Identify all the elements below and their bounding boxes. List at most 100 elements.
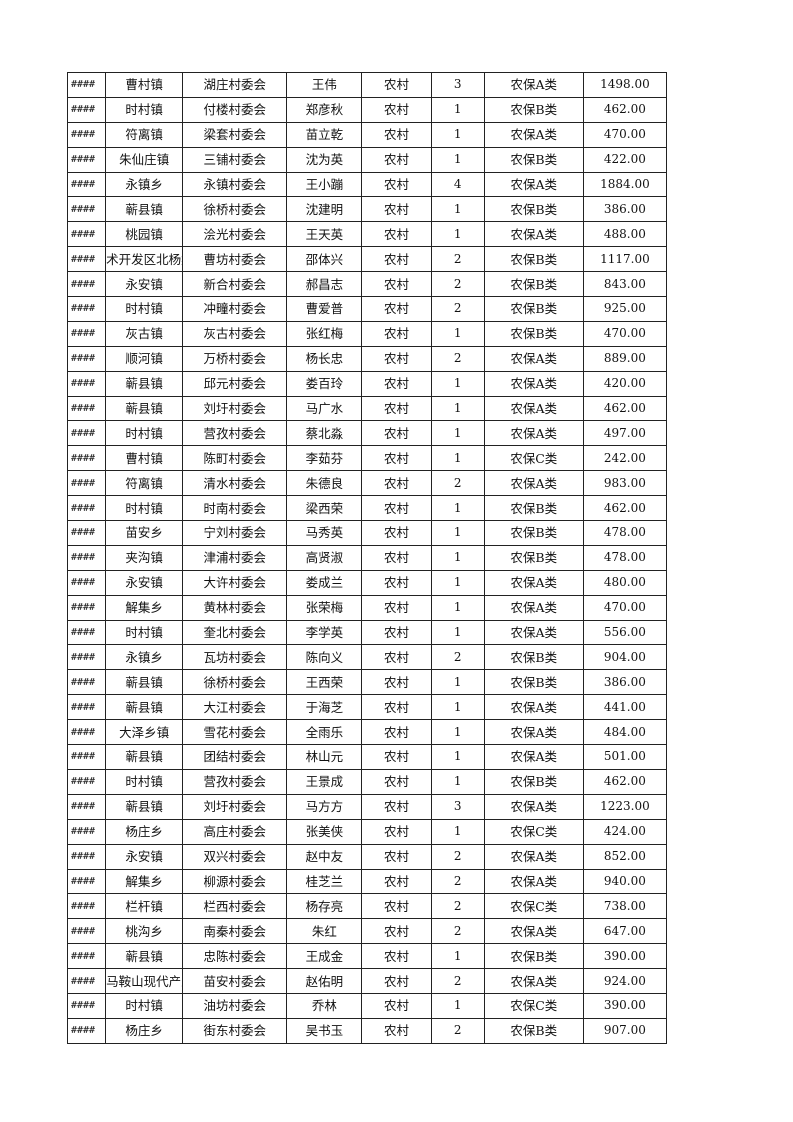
village-cell: 梁套村委会 xyxy=(182,121,288,148)
table-row: #### 桃园镇 浍光村委会 王天英 农村 1 农保A类 488.00 xyxy=(66,221,668,248)
table-row: #### 蕲县镇 徐桥村委会 沈建明 农村 1 农保B类 386.00 xyxy=(66,196,668,223)
table-row: #### 符离镇 梁套村委会 苗立乾 农村 1 农保A类 470.00 xyxy=(66,121,668,148)
village-cell: 团结村委会 xyxy=(182,744,288,770)
category-cell: 农保B类 xyxy=(483,271,584,298)
village-cell: 陈町村委会 xyxy=(182,445,288,472)
town-cell: 时村镇 xyxy=(105,992,184,1019)
village-cell: 时南村委会 xyxy=(182,495,288,522)
village-cell: 油坊村委会 xyxy=(182,992,288,1019)
town-cell: 永安镇 xyxy=(105,843,184,870)
id-cell: #### xyxy=(66,171,107,198)
id-cell: #### xyxy=(66,744,107,770)
type-cell: 农村 xyxy=(361,121,432,148)
town-cell: 时村镇 xyxy=(105,619,184,646)
id-cell: #### xyxy=(66,296,107,322)
id-cell: #### xyxy=(66,345,107,372)
count-cell: 1 xyxy=(430,420,485,447)
type-cell: 农村 xyxy=(361,918,432,945)
count-cell: 2 xyxy=(430,868,485,895)
amount-cell: 462.00 xyxy=(582,495,668,522)
name-cell: 乔林 xyxy=(286,992,363,1019)
table-row: #### 永安镇 新合村委会 郝昌志 农村 2 农保B类 843.00 xyxy=(66,271,668,298)
id-cell: #### xyxy=(66,594,107,621)
name-cell: 沈建明 xyxy=(286,196,363,223)
type-cell: 农村 xyxy=(361,246,432,273)
category-cell: 农保A类 xyxy=(483,470,584,497)
name-cell: 王成金 xyxy=(286,943,363,970)
name-cell: 王景成 xyxy=(286,768,363,795)
id-cell: #### xyxy=(66,246,107,273)
id-cell: #### xyxy=(66,669,107,696)
table-row: #### 解集乡 柳源村委会 桂芝兰 农村 2 农保A类 940.00 xyxy=(66,868,668,895)
village-cell: 刘圩村委会 xyxy=(182,793,288,820)
table-row: #### 苗安乡 宁刘村委会 马秀英 农村 1 农保B类 478.00 xyxy=(66,520,668,546)
id-cell: #### xyxy=(66,470,107,497)
table-row: #### 栏杆镇 栏西村委会 杨存亮 农村 2 农保C类 738.00 xyxy=(66,893,668,920)
name-cell: 娄成兰 xyxy=(286,569,363,596)
type-cell: 农村 xyxy=(361,818,432,845)
town-cell: 朱仙庄镇 xyxy=(105,146,184,173)
name-cell: 吴书玉 xyxy=(286,1017,363,1044)
amount-cell: 470.00 xyxy=(582,320,668,347)
amount-cell: 470.00 xyxy=(582,594,668,621)
amount-cell: 904.00 xyxy=(582,644,668,671)
town-cell: 解集乡 xyxy=(105,594,184,621)
category-cell: 农保A类 xyxy=(483,868,584,895)
id-cell: #### xyxy=(66,968,107,994)
amount-cell: 556.00 xyxy=(582,619,668,646)
type-cell: 农村 xyxy=(361,520,432,546)
category-cell: 农保C类 xyxy=(483,893,584,920)
id-cell: #### xyxy=(66,544,107,571)
amount-cell: 497.00 xyxy=(582,420,668,447)
amount-cell: 852.00 xyxy=(582,843,668,870)
amount-cell: 462.00 xyxy=(582,96,668,123)
amount-cell: 462.00 xyxy=(582,395,668,422)
count-cell: 3 xyxy=(430,793,485,820)
name-cell: 苗立乾 xyxy=(286,121,363,148)
village-cell: 付楼村委会 xyxy=(182,96,288,123)
type-cell: 农村 xyxy=(361,96,432,123)
count-cell: 1 xyxy=(430,121,485,148)
town-cell: 顺河镇 xyxy=(105,345,184,372)
amount-cell: 1117.00 xyxy=(582,246,668,273)
village-cell: 宁刘村委会 xyxy=(182,520,288,546)
town-cell: 永镇乡 xyxy=(105,644,184,671)
category-cell: 农保C类 xyxy=(483,818,584,845)
amount-cell: 488.00 xyxy=(582,221,668,248)
count-cell: 1 xyxy=(430,146,485,173)
category-cell: 农保B类 xyxy=(483,246,584,273)
table-row: #### 解集乡 黄林村委会 张荣梅 农村 1 农保A类 470.00 xyxy=(66,594,668,621)
name-cell: 李学英 xyxy=(286,619,363,646)
table-row: #### 杨庄乡 街东村委会 吴书玉 农村 2 农保B类 907.00 xyxy=(66,1017,668,1044)
town-cell: 蕲县镇 xyxy=(105,196,184,223)
village-cell: 万桥村委会 xyxy=(182,345,288,372)
table-row: #### 蕲县镇 大江村委会 于海芝 农村 1 农保A类 441.00 xyxy=(66,694,668,721)
id-cell: #### xyxy=(66,271,107,298)
id-cell: #### xyxy=(66,868,107,895)
name-cell: 蔡北淼 xyxy=(286,420,363,447)
category-cell: 农保B类 xyxy=(483,669,584,696)
type-cell: 农村 xyxy=(361,569,432,596)
village-cell: 曹坊村委会 xyxy=(182,246,288,273)
count-cell: 3 xyxy=(430,72,485,98)
id-cell: #### xyxy=(66,1017,107,1044)
table-row: #### 永安镇 双兴村委会 赵中友 农村 2 农保A类 852.00 xyxy=(66,843,668,870)
count-cell: 1 xyxy=(430,594,485,621)
type-cell: 农村 xyxy=(361,868,432,895)
type-cell: 农村 xyxy=(361,395,432,422)
amount-cell: 480.00 xyxy=(582,569,668,596)
table-row: #### 永镇乡 瓦坊村委会 陈向义 农村 2 农保B类 904.00 xyxy=(66,644,668,671)
category-cell: 农保A类 xyxy=(483,345,584,372)
town-cell: 术开发区北杨集 xyxy=(105,246,184,273)
category-cell: 农保A类 xyxy=(483,843,584,870)
count-cell: 1 xyxy=(430,544,485,571)
category-cell: 农保A类 xyxy=(483,370,584,397)
amount-cell: 478.00 xyxy=(582,544,668,571)
table-row: #### 永镇乡 永镇村委会 王小蹦 农村 4 农保A类 1884.00 xyxy=(66,171,668,198)
town-cell: 蕲县镇 xyxy=(105,744,184,770)
table-row: #### 符离镇 清水村委会 朱德良 农村 2 农保A类 983.00 xyxy=(66,470,668,497)
category-cell: 农保B类 xyxy=(483,544,584,571)
amount-cell: 386.00 xyxy=(582,669,668,696)
table-row: #### 蕲县镇 团结村委会 林山元 农村 1 农保A类 501.00 xyxy=(66,744,668,770)
count-cell: 1 xyxy=(430,744,485,770)
